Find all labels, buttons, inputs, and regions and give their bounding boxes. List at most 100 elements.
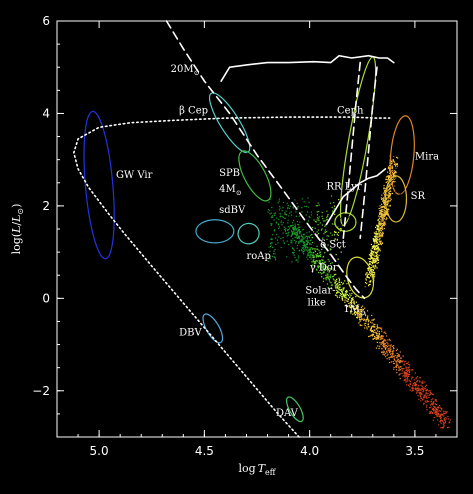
region-label: γ Dor xyxy=(310,263,338,274)
star-point xyxy=(423,390,424,391)
star-point xyxy=(430,390,431,391)
star-point xyxy=(294,257,295,258)
star-point xyxy=(397,349,398,350)
star-point xyxy=(311,251,312,252)
star-point xyxy=(294,232,295,233)
star-point xyxy=(297,203,298,204)
star-point xyxy=(280,213,281,214)
star-point xyxy=(366,320,367,321)
star-point xyxy=(383,188,384,189)
star-point xyxy=(348,299,349,300)
star-point xyxy=(274,215,275,216)
star-point xyxy=(361,307,362,308)
star-point xyxy=(334,206,335,207)
star-point xyxy=(317,246,318,247)
star-point xyxy=(397,353,398,354)
star-point xyxy=(372,257,373,258)
star-point xyxy=(391,361,392,362)
star-point xyxy=(379,346,380,347)
star-point xyxy=(333,279,334,280)
star-point xyxy=(306,256,307,257)
star-point xyxy=(330,277,331,278)
star-point xyxy=(345,294,346,295)
star-point xyxy=(417,380,418,381)
star-point xyxy=(342,283,343,284)
star-point xyxy=(393,361,394,362)
star-point xyxy=(275,259,276,260)
star-point xyxy=(389,352,390,353)
star-point xyxy=(297,248,298,249)
star-point xyxy=(324,226,325,227)
star-point xyxy=(303,242,304,243)
star-point xyxy=(334,214,335,215)
star-point xyxy=(292,247,293,248)
star-point xyxy=(285,228,286,229)
star-point xyxy=(381,344,382,345)
star-point xyxy=(275,213,276,214)
star-point xyxy=(399,360,400,361)
star-point xyxy=(388,167,389,168)
star-point xyxy=(374,336,375,337)
star-point xyxy=(376,267,377,268)
star-point xyxy=(359,319,360,320)
star-point xyxy=(440,427,441,428)
star-point xyxy=(435,399,436,400)
star-point xyxy=(429,413,430,414)
star-point xyxy=(380,339,381,340)
star-point xyxy=(379,239,380,240)
star-point xyxy=(313,255,314,256)
star-point xyxy=(378,348,379,349)
star-point xyxy=(436,412,437,413)
star-point xyxy=(331,195,332,196)
star-point xyxy=(298,206,299,207)
star-point xyxy=(376,240,377,241)
star-point xyxy=(299,222,300,223)
star-point xyxy=(274,213,275,214)
star-point xyxy=(338,292,339,293)
star-point xyxy=(323,233,324,234)
star-point xyxy=(275,238,276,239)
star-point xyxy=(318,255,319,256)
star-point xyxy=(368,326,369,327)
star-point xyxy=(429,411,430,412)
star-point xyxy=(293,227,294,228)
star-point xyxy=(303,234,304,235)
star-point xyxy=(306,249,307,250)
star-point xyxy=(379,331,380,332)
star-point xyxy=(311,212,312,213)
star-point xyxy=(372,322,373,323)
star-point xyxy=(308,207,309,208)
star-point xyxy=(309,237,310,238)
star-point xyxy=(377,326,378,327)
star-point xyxy=(397,364,398,365)
star-point xyxy=(440,411,441,412)
star-point xyxy=(358,322,359,323)
star-point xyxy=(318,229,319,230)
star-point xyxy=(334,282,335,283)
star-point xyxy=(377,263,378,264)
star-point xyxy=(397,360,398,361)
star-point xyxy=(340,284,341,285)
star-point xyxy=(272,256,273,257)
star-point xyxy=(371,262,372,263)
star-point xyxy=(407,378,408,379)
star-point xyxy=(384,212,385,213)
star-point xyxy=(338,259,339,260)
star-point xyxy=(300,241,301,242)
star-point xyxy=(276,222,277,223)
star-point xyxy=(344,302,345,303)
star-point xyxy=(307,250,308,251)
star-point xyxy=(297,207,298,208)
star-point xyxy=(443,426,444,427)
star-point xyxy=(441,409,442,410)
star-point xyxy=(296,237,297,238)
star-point xyxy=(304,206,305,207)
star-point xyxy=(307,259,308,260)
star-point xyxy=(371,251,372,252)
star-point xyxy=(431,401,432,402)
star-point xyxy=(376,256,377,257)
star-point xyxy=(429,407,430,408)
star-point xyxy=(385,347,386,348)
star-point xyxy=(410,390,411,391)
star-point xyxy=(362,306,363,307)
